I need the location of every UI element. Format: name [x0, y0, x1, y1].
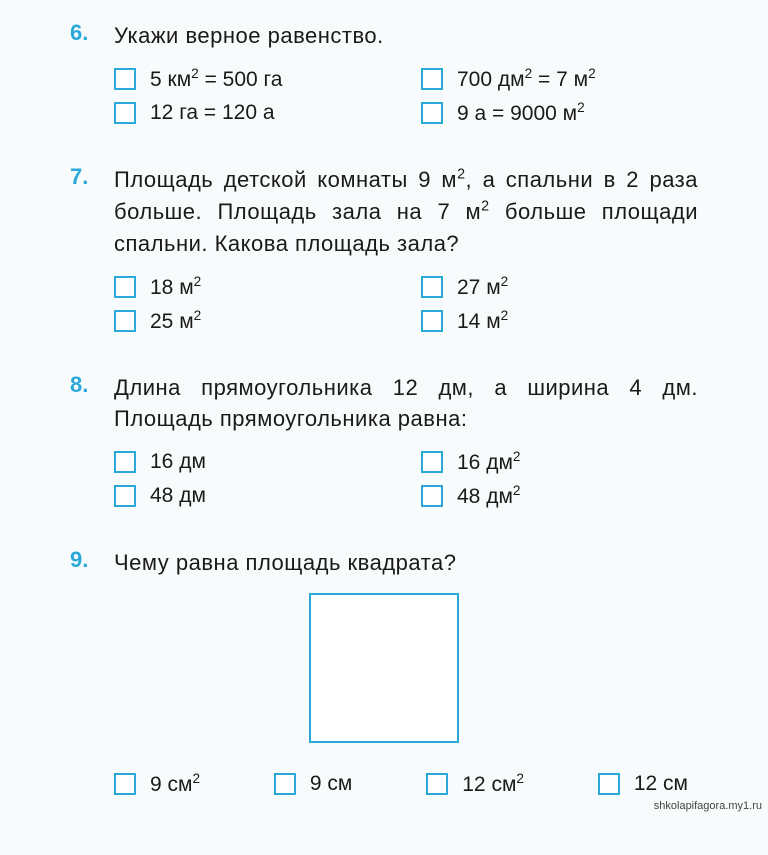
checkbox-icon[interactable]: [421, 451, 443, 473]
option-label: 9 см2: [150, 771, 200, 797]
question-9: 9. Чему равна площадь квадрата? 9 см2 9 …: [70, 547, 698, 797]
option[interactable]: 5 км2 = 500 га: [114, 66, 391, 92]
option[interactable]: 27 м2: [421, 274, 698, 300]
option-label: 14 м2: [457, 308, 508, 334]
option-label: 9 см: [310, 772, 352, 796]
option[interactable]: 9 см2: [114, 771, 200, 797]
question-7-header: 7. Площадь детской комнаты 9 м2, а спаль…: [70, 164, 698, 260]
checkbox-icon[interactable]: [421, 276, 443, 298]
option-label: 48 дм2: [457, 483, 520, 509]
option-label: 25 м2: [150, 308, 201, 334]
option[interactable]: 700 дм2 = 7 м2: [421, 66, 698, 92]
checkbox-icon[interactable]: [114, 102, 136, 124]
checkbox-icon[interactable]: [114, 773, 136, 795]
option-label: 12 см: [634, 772, 688, 796]
checkbox-icon[interactable]: [426, 773, 448, 795]
question-7-text: Площадь детской комнаты 9 м2, а спальни …: [114, 164, 698, 260]
watermark: shkolapifagora.my1.ru: [654, 800, 762, 812]
option[interactable]: 14 м2: [421, 308, 698, 334]
option-label: 9 а = 9000 м2: [457, 100, 585, 126]
option[interactable]: 16 дм2: [421, 449, 698, 475]
checkbox-icon[interactable]: [114, 310, 136, 332]
checkbox-icon[interactable]: [421, 68, 443, 90]
option-label: 16 дм2: [457, 449, 520, 475]
option[interactable]: 16 дм: [114, 449, 391, 475]
question-9-number: 9.: [70, 547, 114, 573]
question-6: 6. Укажи верное равенство. 5 км2 = 500 г…: [70, 20, 698, 126]
checkbox-icon[interactable]: [114, 68, 136, 90]
question-9-header: 9. Чему равна площадь квадрата?: [70, 547, 698, 579]
option-label: 18 м2: [150, 274, 201, 300]
question-8-options: 16 дм 16 дм2 48 дм 48 дм2: [114, 449, 698, 509]
option[interactable]: 12 см2: [426, 771, 524, 797]
checkbox-icon[interactable]: [421, 310, 443, 332]
checkbox-icon[interactable]: [598, 773, 620, 795]
checkbox-icon[interactable]: [274, 773, 296, 795]
question-7-number: 7.: [70, 164, 114, 190]
checkbox-icon[interactable]: [114, 485, 136, 507]
square-figure: [309, 593, 459, 743]
question-7-options: 18 м2 27 м2 25 м2 14 м2: [114, 274, 698, 334]
option[interactable]: 12 см: [598, 771, 688, 797]
option[interactable]: 9 а = 9000 м2: [421, 100, 698, 126]
option-label: 27 м2: [457, 274, 508, 300]
option-label: 700 дм2 = 7 м2: [457, 66, 596, 92]
option-label: 16 дм: [150, 450, 206, 474]
checkbox-icon[interactable]: [114, 451, 136, 473]
question-6-text: Укажи верное равенство.: [114, 20, 698, 52]
option-label: 5 км2 = 500 га: [150, 66, 282, 92]
option[interactable]: 48 дм2: [421, 483, 698, 509]
question-6-options: 5 км2 = 500 га 700 дм2 = 7 м2 12 га = 12…: [114, 66, 698, 126]
option-label: 12 см2: [462, 771, 524, 797]
checkbox-icon[interactable]: [421, 102, 443, 124]
checkbox-icon[interactable]: [114, 276, 136, 298]
question-8-number: 8.: [70, 372, 114, 398]
question-6-header: 6. Укажи верное равенство.: [70, 20, 698, 52]
question-8: 8. Длина прямоугольника 12 дм, а ширина …: [70, 372, 698, 510]
option[interactable]: 12 га = 120 а: [114, 100, 391, 126]
square-figure-wrap: [70, 593, 698, 743]
question-9-options: 9 см2 9 см 12 см2 12 см: [114, 771, 688, 797]
option-label: 48 дм: [150, 484, 206, 508]
question-8-text: Длина прямоугольника 12 дм, а ширина 4 д…: [114, 372, 698, 436]
question-6-number: 6.: [70, 20, 114, 46]
question-8-header: 8. Длина прямоугольника 12 дм, а ширина …: [70, 372, 698, 436]
option[interactable]: 48 дм: [114, 483, 391, 509]
question-7: 7. Площадь детской комнаты 9 м2, а спаль…: [70, 164, 698, 334]
option[interactable]: 9 см: [274, 771, 352, 797]
option[interactable]: 25 м2: [114, 308, 391, 334]
checkbox-icon[interactable]: [421, 485, 443, 507]
option-label: 12 га = 120 а: [150, 101, 275, 125]
question-9-text: Чему равна площадь квадрата?: [114, 547, 698, 579]
option[interactable]: 18 м2: [114, 274, 391, 300]
